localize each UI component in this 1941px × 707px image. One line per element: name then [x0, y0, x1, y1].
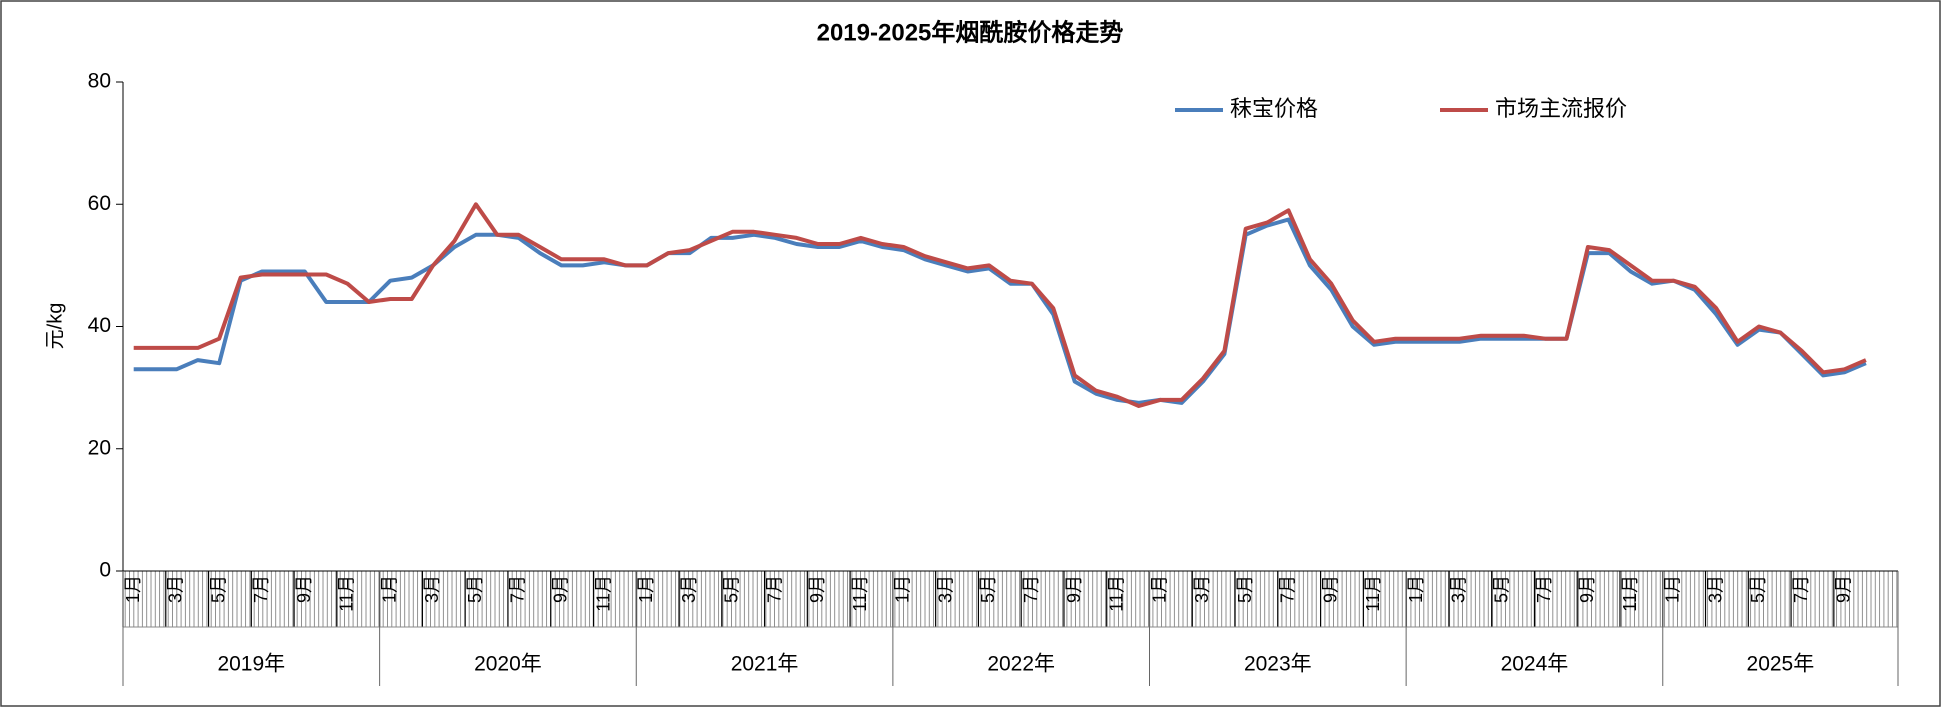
y-tick-label: 80: [88, 70, 111, 93]
year-label: 2020年: [474, 653, 542, 676]
x-tick-label: 7月: [1021, 575, 1041, 603]
year-label: 2019年: [217, 653, 285, 676]
x-tick-label: 11月: [337, 575, 357, 612]
x-tick-label: 11月: [1107, 575, 1127, 612]
x-tick-label: 3月: [935, 575, 955, 603]
x-tick-label: 3月: [166, 575, 186, 603]
axis-strip: [123, 571, 1898, 627]
y-tick-label: 60: [88, 192, 111, 215]
x-tick-label: 9月: [294, 575, 314, 603]
x-tick-label: 5月: [1235, 575, 1255, 603]
x-tick-label: 7月: [251, 575, 271, 603]
x-tick-label: 1月: [1149, 575, 1169, 603]
x-tick-label: 9月: [807, 575, 827, 603]
x-tick-label: 1月: [123, 575, 143, 603]
x-tick-label: 3月: [679, 575, 699, 603]
y-tick-label: 40: [88, 314, 111, 337]
chart-title: 2019-2025年烟酰胺价格走势: [817, 18, 1124, 46]
x-tick-label: 9月: [1577, 575, 1597, 603]
x-tick-label: 5月: [208, 575, 228, 603]
x-tick-label: 1月: [893, 575, 913, 603]
x-tick-label: 5月: [1748, 575, 1768, 603]
x-tick-label: 5月: [1491, 575, 1511, 603]
x-tick-label: 11月: [1620, 575, 1640, 612]
series-line: [133, 202, 1867, 408]
x-tick-label: 1月: [1663, 575, 1683, 603]
x-tick-label: 9月: [1064, 575, 1084, 603]
x-tick-label: 1月: [636, 575, 656, 603]
x-tick-label: 5月: [978, 575, 998, 603]
year-label: 2024年: [1501, 653, 1569, 676]
x-tick-label: 7月: [764, 575, 784, 603]
x-tick-label: 3月: [1192, 575, 1212, 603]
x-tick-label: 9月: [1834, 575, 1854, 603]
x-tick-label: 3月: [1705, 575, 1725, 603]
x-tick-label: 11月: [593, 575, 613, 612]
x-tick-label: 3月: [1449, 575, 1469, 603]
y-tick-label: 20: [88, 436, 111, 459]
legend-label: 市场主流报价: [1495, 96, 1627, 121]
x-tick-label: 7月: [508, 575, 528, 603]
x-tick-label: 5月: [722, 575, 742, 603]
legend-label: 秣宝价格: [1230, 96, 1318, 121]
x-tick-label: 3月: [422, 575, 442, 603]
x-tick-label: 7月: [1534, 575, 1554, 603]
x-tick-label: 9月: [1320, 575, 1340, 603]
year-label: 2022年: [987, 653, 1055, 676]
x-tick-label: 1月: [1406, 575, 1426, 603]
year-label: 2025年: [1747, 653, 1815, 676]
year-label: 2021年: [731, 653, 799, 676]
year-label: 2023年: [1244, 653, 1312, 676]
x-tick-label: 9月: [551, 575, 571, 603]
x-tick-label: 7月: [1791, 575, 1811, 603]
y-axis-label: 元/kg: [44, 303, 66, 350]
x-tick-label: 7月: [1278, 575, 1298, 603]
x-tick-label: 1月: [379, 575, 399, 603]
x-tick-label: 5月: [465, 575, 485, 603]
x-tick-label: 11月: [1363, 575, 1383, 612]
x-tick-label: 11月: [850, 575, 870, 612]
y-tick-label: 0: [99, 559, 111, 582]
